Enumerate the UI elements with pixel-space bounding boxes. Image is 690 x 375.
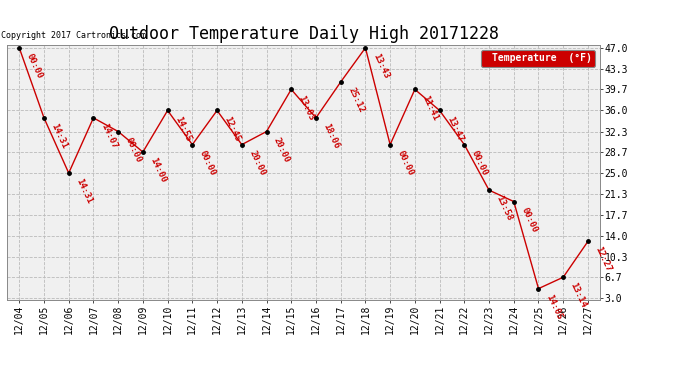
Text: 14:55: 14:55 <box>173 115 193 143</box>
Text: 14:31: 14:31 <box>75 177 94 206</box>
Text: 14:31: 14:31 <box>50 122 69 150</box>
Text: 14:07: 14:07 <box>99 122 119 150</box>
Text: 20:00: 20:00 <box>247 149 267 177</box>
Text: 25:12: 25:12 <box>346 86 366 114</box>
Text: 14:05: 14:05 <box>544 293 564 321</box>
Text: 14:00: 14:00 <box>148 156 168 184</box>
Legend: Temperature  (°F): Temperature (°F) <box>481 50 595 67</box>
Text: 18:06: 18:06 <box>322 122 341 150</box>
Text: 13:43: 13:43 <box>371 52 391 80</box>
Text: 00:00: 00:00 <box>25 52 44 80</box>
Text: 11:41: 11:41 <box>420 94 440 122</box>
Text: 00:00: 00:00 <box>124 136 144 164</box>
Text: 13:58: 13:58 <box>495 194 514 222</box>
Text: 00:00: 00:00 <box>395 149 415 177</box>
Text: 00:00: 00:00 <box>470 149 489 177</box>
Text: 13:14: 13:14 <box>569 281 589 309</box>
Text: 00:00: 00:00 <box>198 149 217 177</box>
Text: 13:47: 13:47 <box>445 115 464 143</box>
Text: 12:45: 12:45 <box>223 115 242 143</box>
Text: 12:27: 12:27 <box>593 246 613 274</box>
Text: 20:00: 20:00 <box>272 136 292 164</box>
Text: 00:00: 00:00 <box>520 206 539 234</box>
Text: 13:03: 13:03 <box>297 94 316 122</box>
Text: Copyright 2017 Cartronics.com: Copyright 2017 Cartronics.com <box>1 31 146 40</box>
Title: Outdoor Temperature Daily High 20171228: Outdoor Temperature Daily High 20171228 <box>108 26 499 44</box>
